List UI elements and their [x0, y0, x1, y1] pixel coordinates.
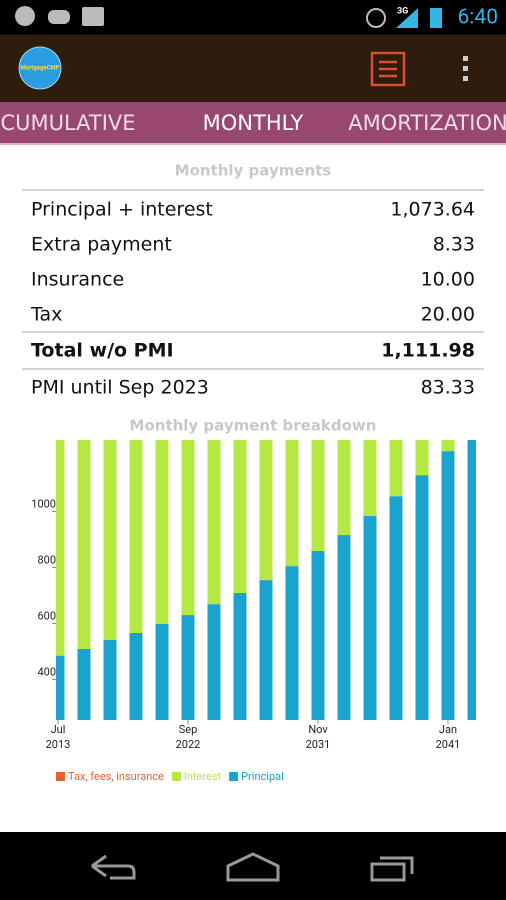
plot-area [56, 409, 481, 720]
bar-segment [129, 632, 143, 720]
y-tick-label: 600 [37, 609, 56, 622]
y-tick-label: 800 [37, 553, 56, 566]
bar-segment [103, 440, 117, 640]
recents-button[interactable] [370, 856, 414, 882]
x-tick-label: Jan 2041 [436, 723, 461, 751]
bar-segment [441, 440, 455, 452]
tab[interactable]: CUMULATIVE [0, 111, 135, 135]
list-lines [379, 60, 397, 78]
action-bar [0, 35, 506, 102]
row-label: PMI until Sep 2023 [31, 377, 209, 399]
bar-segment [259, 440, 273, 581]
clock: 6:40 [458, 6, 499, 30]
total-value: 1,111.98 [381, 340, 475, 362]
tab[interactable]: AMORTIZATION [348, 111, 506, 135]
bar-segment [181, 615, 195, 720]
bar-segment [259, 580, 273, 720]
bar-segment [56, 655, 65, 720]
logo-text: MortgageCMP [20, 65, 59, 72]
bar-segment [155, 440, 169, 625]
bar-segment [442, 409, 455, 417]
bar-segment [207, 440, 221, 605]
legend-swatch [56, 772, 65, 781]
tab-divider [0, 143, 506, 145]
legend-label: Tax, fees, insurance [68, 770, 164, 783]
network-type: 3G [397, 6, 408, 16]
bar-segment [181, 440, 195, 616]
bar-segment [155, 624, 169, 720]
home-button[interactable] [226, 852, 280, 882]
row-label: Tax [30, 304, 62, 326]
row-value: 1,073.64 [390, 199, 475, 221]
bar-segment [129, 440, 143, 633]
bar-segment [441, 451, 455, 720]
notification-icons [15, 6, 104, 26]
row-value: 20.00 [421, 304, 475, 326]
bar-segment [416, 409, 429, 417]
bar-segment [389, 496, 403, 720]
bar-segment [103, 639, 117, 720]
bar-segment [415, 475, 429, 720]
row-label: Insurance [31, 269, 124, 291]
tab-selected[interactable]: MONTHLY [203, 111, 304, 135]
back-button[interactable] [91, 854, 136, 880]
bar-segment [468, 417, 481, 424]
bar-segment [389, 440, 403, 497]
row-value: 83.33 [421, 377, 475, 399]
bar-segment [77, 440, 91, 649]
bar-segment [233, 592, 247, 720]
tab-bar [0, 102, 506, 144]
legend-swatch [229, 772, 239, 781]
bar-segment [415, 440, 429, 476]
row-value: 10.00 [421, 269, 475, 291]
app-logo[interactable] [18, 46, 62, 90]
bar-segment [77, 648, 91, 720]
bar-segment [233, 440, 247, 593]
legend-label: Principal [241, 770, 284, 783]
nav-bar [0, 832, 506, 900]
x-tick-label: Sep 2022 [176, 723, 201, 751]
bar-segment [363, 516, 377, 720]
bar-segment [285, 566, 299, 720]
bar-segment [467, 440, 476, 720]
alarm-icon [366, 8, 386, 28]
section-title: Monthly payments [175, 162, 332, 180]
x-tick-label: Jul 2013 [46, 723, 71, 751]
row-label: Principal + interest [31, 199, 213, 221]
bar-segment [311, 440, 325, 552]
bar-segment [468, 409, 481, 417]
row-value: 8.33 [433, 234, 475, 256]
legend-swatch [171, 772, 181, 781]
bar-segment [56, 440, 65, 656]
signal-icon [396, 8, 418, 28]
x-tick-label: Nov 2031 [306, 723, 331, 751]
bar-segment [390, 409, 403, 417]
y-tick-label: 400 [37, 665, 56, 678]
bar-segment [311, 551, 325, 720]
row-label: Extra payment [31, 234, 172, 256]
bar-segment [337, 440, 351, 536]
chart-title: Monthly payment breakdown [130, 417, 377, 435]
bar-segment [337, 535, 351, 720]
y-tick-label: 1000 [31, 497, 56, 510]
overflow-menu[interactable] [463, 56, 468, 81]
total-label: Total w/o PMI [31, 340, 174, 362]
bar-segment [285, 440, 299, 567]
bar-segment [363, 440, 377, 517]
bar-segment [207, 604, 221, 720]
legend-label: Interest [184, 770, 222, 783]
list-icon [370, 51, 406, 87]
list-button[interactable] [370, 51, 406, 87]
battery-icon [430, 8, 442, 28]
